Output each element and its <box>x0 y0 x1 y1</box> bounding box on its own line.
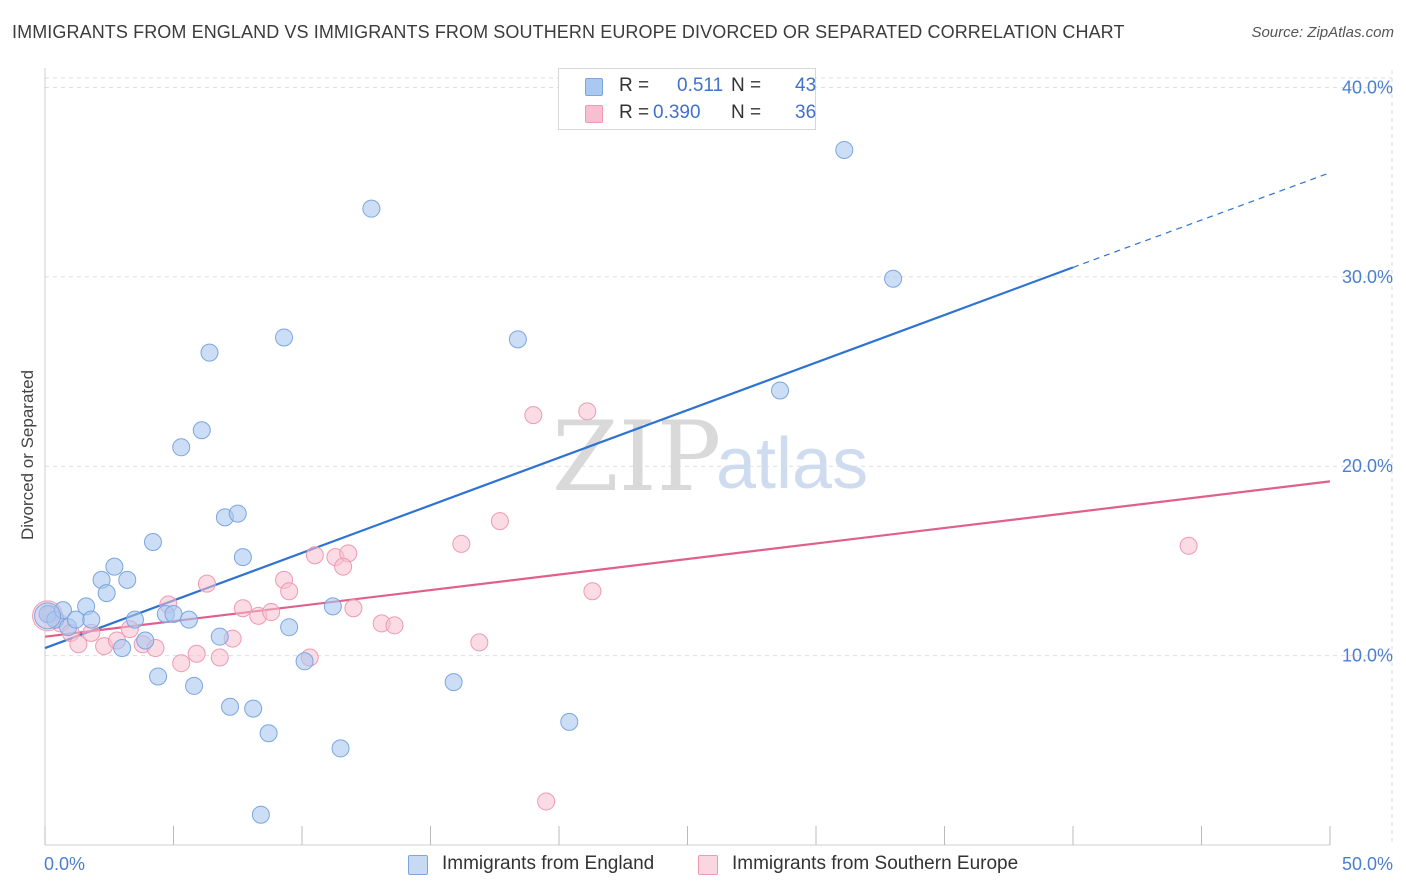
data-point-southern-europe <box>344 599 363 618</box>
england-swatch <box>408 855 428 875</box>
r-value: 0.511 <box>677 75 724 96</box>
data-point-southern-europe <box>578 402 597 421</box>
data-point-southern-europe <box>537 792 556 811</box>
series-england-points <box>34 140 903 824</box>
data-point-england <box>210 627 229 646</box>
legend-label-england: Immigrants from England <box>442 853 655 874</box>
data-point-southern-europe <box>305 546 324 565</box>
data-point-england <box>259 724 278 743</box>
data-point-england <box>884 269 903 288</box>
data-point-southern-europe <box>187 644 206 663</box>
data-point-southern-europe <box>280 582 299 601</box>
data-point-england <box>185 676 204 695</box>
r-label: R = <box>619 75 650 96</box>
data-point-southern-europe <box>583 582 602 601</box>
y-tick-labels: 10.0% 20.0% 30.0% 40.0% <box>1342 77 1393 665</box>
y-tick-label: 20.0% <box>1342 456 1393 476</box>
data-point-england <box>125 610 144 629</box>
data-point-england <box>192 421 211 440</box>
y-tick-label: 30.0% <box>1342 267 1393 287</box>
data-point-england <box>233 548 252 567</box>
data-point-england <box>835 140 854 159</box>
data-point-southern-europe <box>490 512 509 531</box>
watermark-zip: ZIP <box>552 401 721 513</box>
data-point-england <box>172 438 191 457</box>
r-value: 0.390 <box>653 102 701 123</box>
n-value: 36 <box>795 102 817 123</box>
y-tick-label: 40.0% <box>1342 77 1393 97</box>
data-point-southern-europe <box>197 574 216 593</box>
data-point-england-cluster <box>34 602 62 630</box>
data-point-southern-europe <box>385 616 404 635</box>
data-point-england <box>221 697 240 716</box>
data-point-england <box>200 343 219 362</box>
data-point-england <box>560 712 579 731</box>
correlation-legend: R = 0.511 N = 43 R = 0.390 N = 36 <box>558 68 816 130</box>
data-point-southern-europe <box>262 603 281 622</box>
data-point-england <box>331 739 350 758</box>
data-point-england <box>97 584 116 603</box>
data-point-southern-europe <box>470 633 489 652</box>
x-tick-label: 0.0% <box>44 854 85 874</box>
data-point-england <box>251 805 270 824</box>
data-point-england <box>323 597 342 616</box>
axes <box>44 68 1331 846</box>
data-point-england <box>82 610 101 629</box>
data-point-england <box>105 557 124 576</box>
data-point-england <box>143 532 162 551</box>
trend-line-england <box>44 266 1074 650</box>
data-point-southern-europe <box>334 557 353 576</box>
n-label: N = <box>731 102 762 123</box>
data-point-england <box>228 504 247 523</box>
data-point-england <box>771 381 790 400</box>
data-point-england <box>244 699 263 718</box>
data-point-england <box>362 199 381 218</box>
england-swatch <box>585 78 603 96</box>
n-label: N = <box>731 75 762 96</box>
data-point-southern-europe <box>1179 536 1198 555</box>
data-point-southern-europe <box>524 406 543 425</box>
southern-europe-swatch <box>698 855 718 875</box>
trend-lines <box>44 172 1331 650</box>
source-label: Source: ZipAtlas.com <box>1251 24 1394 41</box>
data-point-england <box>444 673 463 692</box>
watermark: ZIP atlas <box>552 401 868 513</box>
data-point-england <box>280 618 299 637</box>
grid-lines <box>45 70 1393 845</box>
y-axis-label: Divorced or Separated <box>18 370 37 540</box>
data-point-southern-europe <box>233 599 252 618</box>
southern-europe-swatch <box>585 105 603 123</box>
data-point-southern-europe <box>69 635 88 654</box>
data-point-england <box>295 652 314 671</box>
data-point-southern-europe <box>452 534 471 553</box>
legend-label-southern-europe: Immigrants from Southern Europe <box>732 853 1019 874</box>
x-tick-label: 50.0% <box>1342 854 1393 874</box>
data-point-england <box>508 330 527 349</box>
data-point-england <box>118 570 137 589</box>
data-point-england <box>179 610 198 629</box>
watermark-atlas: atlas <box>716 424 868 504</box>
x-tick-labels: 0.0% 50.0% <box>44 854 1393 874</box>
trend-extension-england <box>1072 172 1331 268</box>
y-tick-label: 10.0% <box>1342 646 1393 666</box>
data-point-england <box>113 639 132 658</box>
r-label: R = <box>619 102 650 123</box>
data-point-england <box>136 631 155 650</box>
data-point-england <box>275 328 294 347</box>
chart-title: IMMIGRANTS FROM ENGLAND VS IMMIGRANTS FR… <box>12 22 1125 42</box>
data-point-southern-europe <box>210 648 229 667</box>
data-point-england <box>149 667 168 686</box>
data-point-england <box>164 604 183 623</box>
n-value: 43 <box>795 75 817 96</box>
data-point-england <box>53 601 72 620</box>
data-point-southern-europe <box>172 654 191 673</box>
